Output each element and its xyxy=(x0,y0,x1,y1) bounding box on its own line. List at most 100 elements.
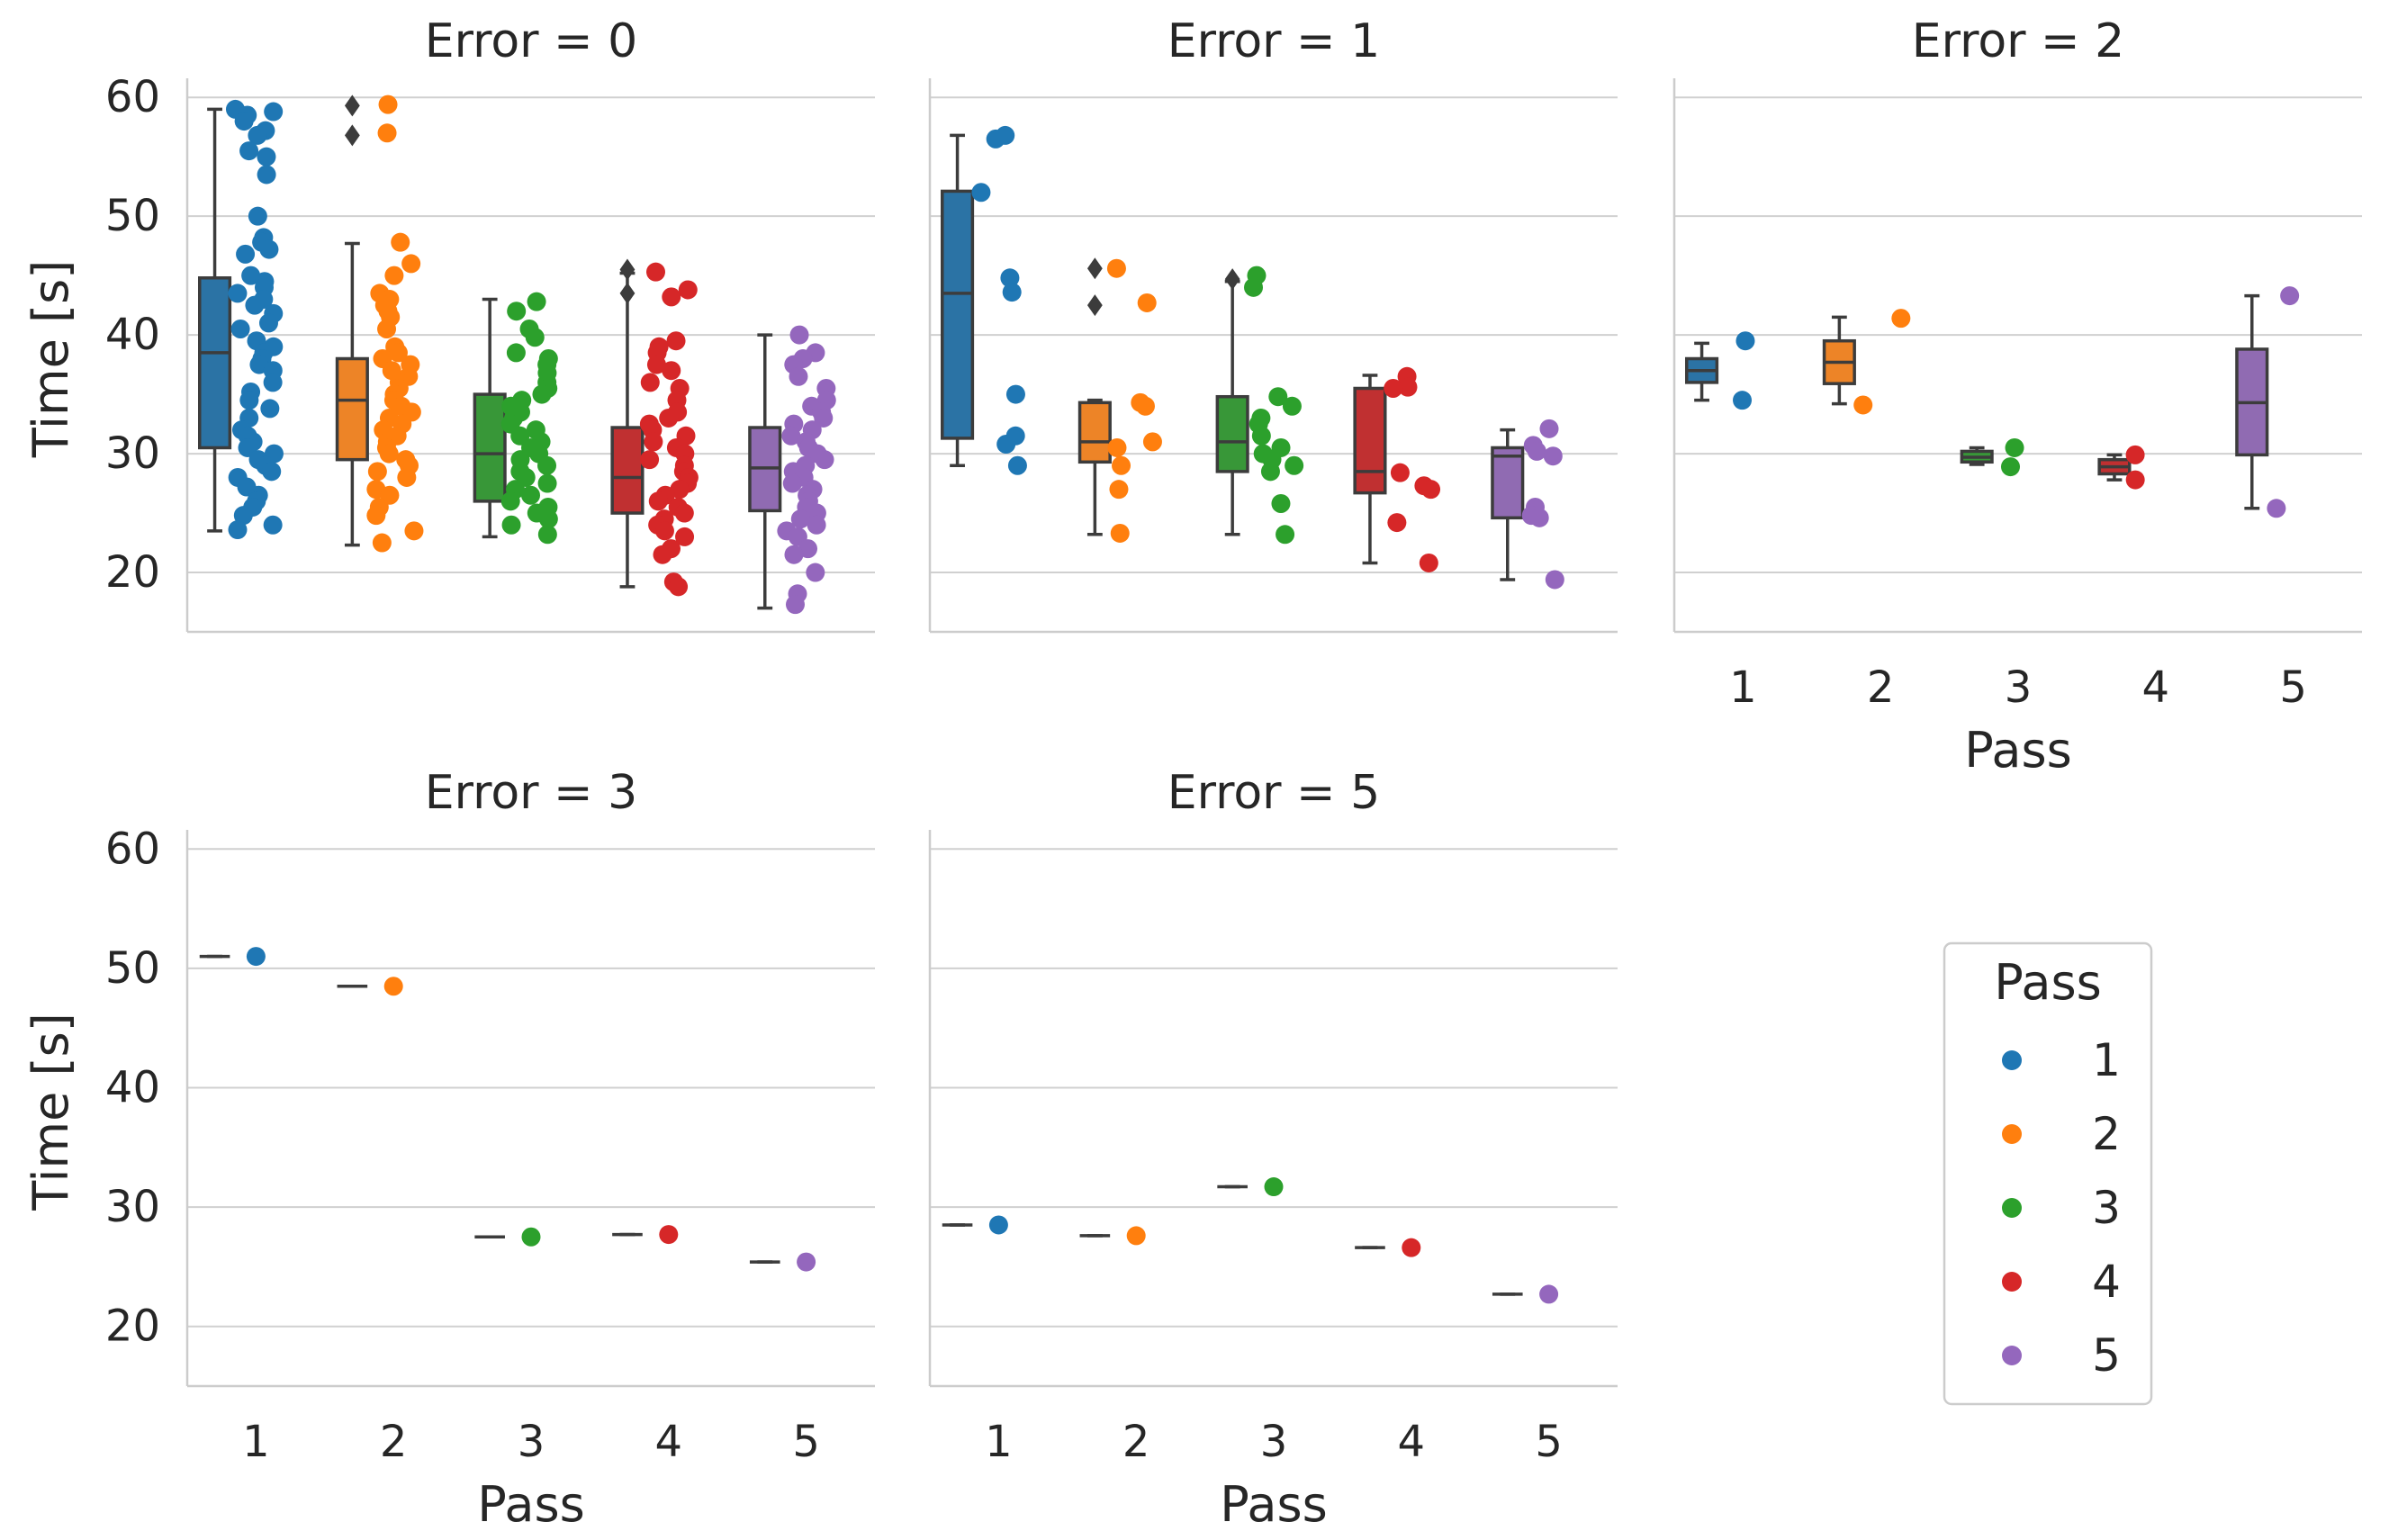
data-point xyxy=(784,545,804,564)
pass-group xyxy=(335,95,424,553)
data-point xyxy=(1527,441,1546,461)
data-point xyxy=(1000,268,1020,288)
legend-label: 1 xyxy=(2092,1034,2121,1086)
data-point xyxy=(1735,331,1755,351)
data-point xyxy=(1539,419,1559,438)
data-point xyxy=(239,391,259,410)
pass-group xyxy=(1077,257,1162,543)
data-point xyxy=(675,527,695,546)
facet-panel: Error = 0 20 30 40 50 60 Time [s] xyxy=(23,14,875,634)
panel-title: Error = 0 xyxy=(425,14,637,68)
iqr-box xyxy=(1491,446,1525,520)
iqr-box xyxy=(1077,401,1112,464)
data-point xyxy=(785,595,805,615)
y-tick-label: 60 xyxy=(105,824,160,874)
data-point xyxy=(1251,426,1271,446)
data-point xyxy=(1244,277,1264,297)
legend-marker xyxy=(2002,1050,2022,1070)
data-point xyxy=(640,373,660,392)
chart-panels: Error = 0 20 30 40 50 60 Time [s] Error = 1 Erro… xyxy=(23,14,2362,1533)
data-point xyxy=(234,112,254,131)
pass-group xyxy=(473,292,558,545)
pass-group xyxy=(474,1227,541,1247)
data-point xyxy=(1387,513,1407,533)
data-point xyxy=(537,473,557,493)
legend: Pass 1 2 3 4 5 xyxy=(1943,941,2153,1406)
data-point xyxy=(2280,286,2300,306)
data-point xyxy=(666,331,686,351)
data-point xyxy=(401,254,421,274)
data-point xyxy=(384,266,404,285)
data-point xyxy=(782,473,802,493)
data-point xyxy=(1390,463,1410,482)
data-point xyxy=(500,491,520,511)
panel-title: Error = 3 xyxy=(425,766,637,820)
x-tick-label: 2 xyxy=(380,1417,408,1467)
data-point xyxy=(248,206,267,226)
data-point xyxy=(1543,446,1563,466)
data-point xyxy=(1126,1226,1146,1246)
legend-title: Pass xyxy=(1994,954,2102,1011)
data-point xyxy=(654,521,674,541)
data-point xyxy=(379,444,399,464)
data-point xyxy=(996,435,1016,455)
data-point xyxy=(653,545,672,564)
data-point xyxy=(1107,437,1127,457)
data-point xyxy=(263,515,283,535)
data-point xyxy=(230,320,250,339)
iqr-box xyxy=(473,392,507,503)
data-point xyxy=(815,450,834,470)
data-point xyxy=(1109,480,1129,500)
pass-group xyxy=(337,977,403,996)
data-point xyxy=(228,284,248,303)
data-point xyxy=(377,123,397,143)
data-point xyxy=(367,462,387,482)
pass-group xyxy=(1492,1284,1559,1304)
data-point xyxy=(248,125,267,145)
data-point xyxy=(527,292,546,311)
legend-label: 4 xyxy=(2092,1256,2121,1308)
data-point xyxy=(377,320,397,339)
x-axis-label: Pass xyxy=(1964,722,2072,779)
data-point xyxy=(669,577,689,597)
outlier-marker xyxy=(344,124,360,147)
pass-group xyxy=(1215,266,1304,545)
data-point xyxy=(388,343,408,363)
data-point xyxy=(986,129,1005,149)
data-point xyxy=(236,244,256,264)
data-point xyxy=(537,455,557,475)
facet-panel: Error = 1 xyxy=(928,14,1618,634)
data-point xyxy=(521,1227,541,1247)
legend-marker xyxy=(2002,1272,2022,1292)
data-point xyxy=(1733,391,1753,410)
data-point xyxy=(1276,525,1295,545)
iqr-box xyxy=(1215,394,1249,473)
pass-group xyxy=(2235,286,2300,518)
data-point xyxy=(1135,396,1155,416)
data-point xyxy=(1005,384,1025,404)
data-point xyxy=(264,102,284,122)
data-point xyxy=(678,280,698,300)
y-tick-label: 30 xyxy=(105,1182,160,1232)
data-point xyxy=(988,1215,1008,1235)
y-tick-label: 50 xyxy=(105,943,160,994)
legend-label: 3 xyxy=(2092,1182,2121,1234)
outlier-marker xyxy=(1086,294,1103,317)
data-point xyxy=(257,165,276,185)
data-point xyxy=(2000,457,2020,477)
data-point xyxy=(245,295,265,315)
y-tick-label: 20 xyxy=(105,1301,160,1352)
outlier-marker xyxy=(344,95,360,117)
pass-group xyxy=(2097,445,2145,490)
data-point xyxy=(1271,493,1291,513)
data-point xyxy=(239,141,259,161)
data-point xyxy=(1007,455,1027,475)
data-point xyxy=(1545,570,1564,590)
y-tick-label: 40 xyxy=(105,1062,160,1112)
iqr-box xyxy=(610,426,645,515)
data-point xyxy=(1110,523,1130,543)
data-point xyxy=(521,485,541,505)
data-point xyxy=(397,467,417,487)
pass-group xyxy=(1355,1238,1421,1257)
data-point xyxy=(674,503,694,523)
